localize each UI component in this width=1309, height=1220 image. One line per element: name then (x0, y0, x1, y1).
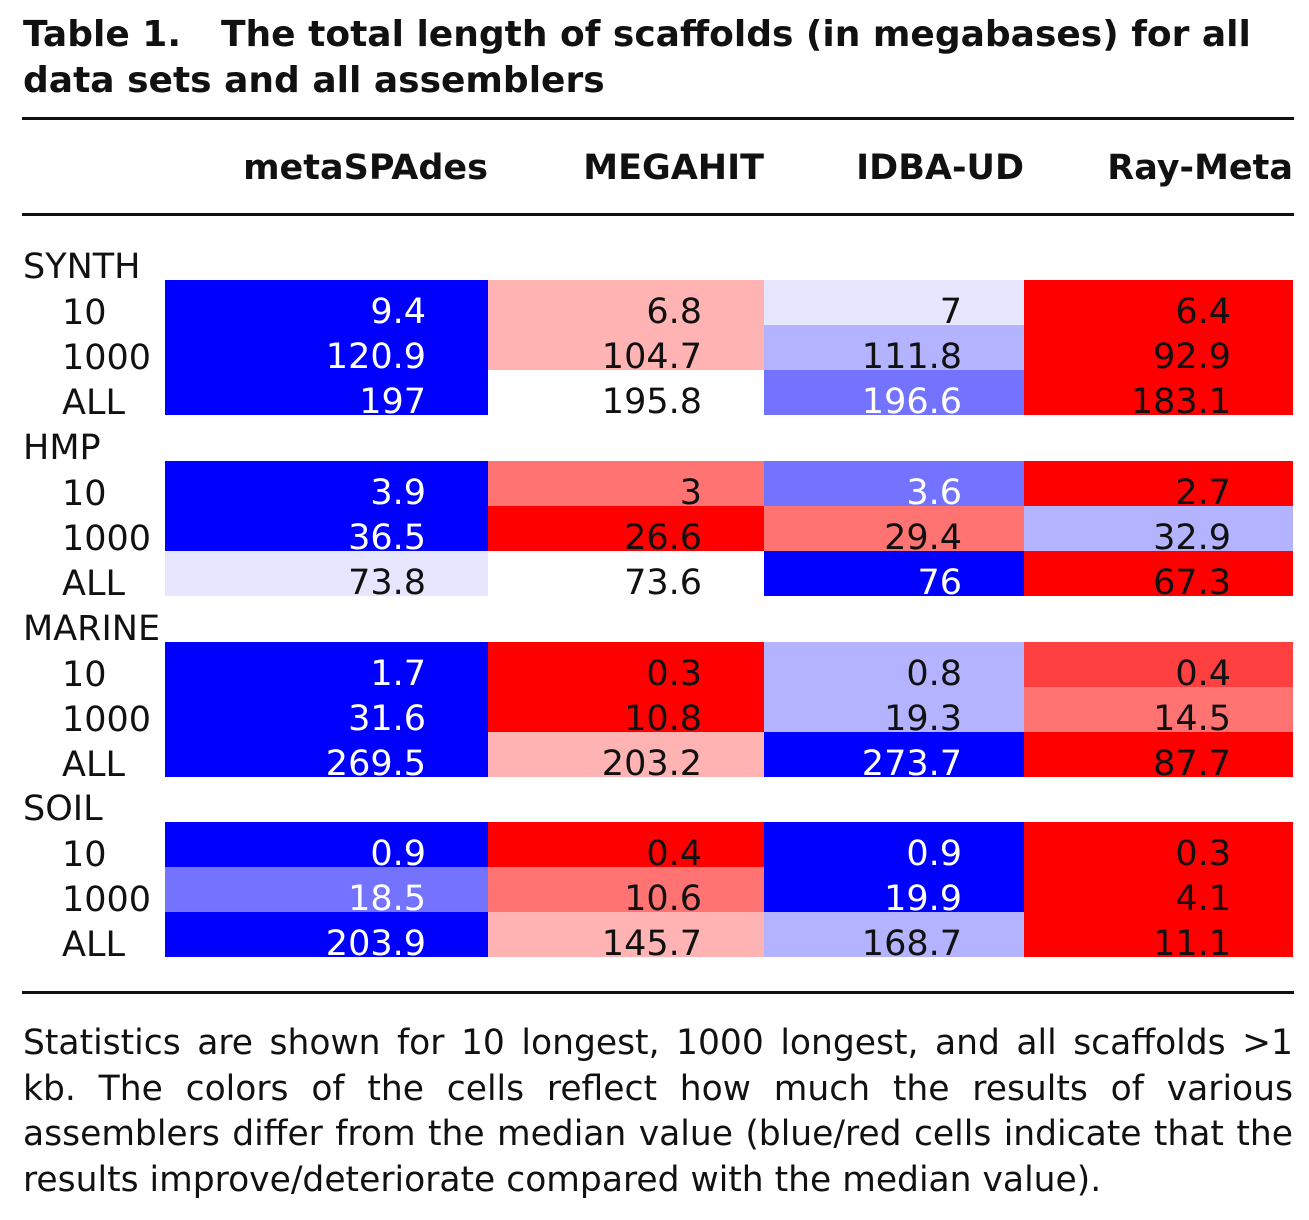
table-cell-idba-ud: 76 (764, 551, 1024, 596)
table-cell-megahit: 0.4 (488, 822, 764, 867)
table-cell-idba-ud: 111.8 (764, 325, 1024, 370)
table-cell-idba-ud: 19.9 (764, 867, 1024, 912)
table-cell-idba-ud: 7 (764, 280, 1024, 325)
group-label-soil: SOIL (23, 789, 103, 829)
table-cell-ray-meta: 67.3 (1024, 551, 1293, 596)
row-label: 10 (62, 655, 107, 695)
table-cell-metaspades: 203.9 (165, 912, 488, 957)
table-cell-megahit: 145.7 (488, 912, 764, 957)
table-footnote: Statistics are shown for 10 longest, 100… (23, 1023, 1293, 1200)
table-title: The total length of scaffolds (in megaba… (23, 14, 1251, 101)
table-cell-metaspades: 0.9 (165, 822, 488, 867)
table-cell-idba-ud: 196.6 (764, 370, 1024, 415)
table-cell-metaspades: 9.4 (165, 280, 488, 325)
table-cell-idba-ud: 3.6 (764, 461, 1024, 506)
row-label: 1000 (62, 700, 152, 740)
table-cell-idba-ud: 273.7 (764, 732, 1024, 777)
table-cell-megahit: 195.8 (488, 370, 764, 415)
table-cell-ray-meta: 87.7 (1024, 732, 1293, 777)
table-cell-megahit: 10.8 (488, 687, 764, 732)
table-cell-metaspades: 120.9 (165, 325, 488, 370)
table-cell-metaspades: 18.5 (165, 867, 488, 912)
table-cell-ray-meta: 32.9 (1024, 506, 1293, 551)
column-header-idba-ud: IDBA-UD (856, 148, 1024, 188)
table-caption: Table 1. The total length of scaffolds (i… (23, 12, 1298, 104)
row-label: 1000 (62, 880, 152, 920)
table-cell-idba-ud: 29.4 (764, 506, 1024, 551)
table-cell-megahit: 104.7 (488, 325, 764, 370)
table-cell-ray-meta: 6.4 (1024, 280, 1293, 325)
row-label: ALL (62, 383, 125, 423)
table-cell-ray-meta: 0.3 (1024, 822, 1293, 867)
column-header-megahit: MEGAHIT (583, 148, 764, 188)
header-rule (22, 213, 1294, 216)
table-cell-megahit: 73.6 (488, 551, 764, 596)
table-cell-metaspades: 269.5 (165, 732, 488, 777)
row-label: 10 (62, 835, 107, 875)
table-cell-metaspades: 73.8 (165, 551, 488, 596)
row-label: ALL (62, 564, 125, 604)
table-cell-metaspades: 1.7 (165, 642, 488, 687)
table-cell-megahit: 3 (488, 461, 764, 506)
group-label-hmp: HMP (23, 428, 101, 468)
table-cell-metaspades: 36.5 (165, 506, 488, 551)
group-label-synth: SYNTH (23, 247, 141, 287)
table-cell-ray-meta: 183.1 (1024, 370, 1293, 415)
row-label: 1000 (62, 519, 152, 559)
table-cell-megahit: 10.6 (488, 867, 764, 912)
table-cell-idba-ud: 0.9 (764, 822, 1024, 867)
table-cell-ray-meta: 11.1 (1024, 912, 1293, 957)
table-number: Table 1. (23, 14, 181, 55)
table-cell-ray-meta: 14.5 (1024, 687, 1293, 732)
row-label: 10 (62, 474, 107, 514)
table-cell-ray-meta: 4.1 (1024, 867, 1293, 912)
table-cell-idba-ud: 19.3 (764, 687, 1024, 732)
row-label: 10 (62, 293, 107, 333)
row-label: 1000 (62, 338, 152, 378)
bottom-rule (22, 991, 1294, 994)
column-header-metaspades: metaSPAdes (243, 148, 488, 188)
table-cell-ray-meta: 0.4 (1024, 642, 1293, 687)
top-rule (22, 117, 1294, 120)
group-label-marine: MARINE (23, 609, 161, 649)
row-label: ALL (62, 925, 125, 965)
table-cell-megahit: 26.6 (488, 506, 764, 551)
table-cell-metaspades: 3.9 (165, 461, 488, 506)
table-cell-ray-meta: 2.7 (1024, 461, 1293, 506)
table-cell-idba-ud: 0.8 (764, 642, 1024, 687)
row-label: ALL (62, 745, 125, 785)
table-cell-ray-meta: 92.9 (1024, 325, 1293, 370)
table-cell-idba-ud: 168.7 (764, 912, 1024, 957)
column-header-ray-meta: Ray-Meta (1107, 148, 1293, 188)
table-cell-metaspades: 31.6 (165, 687, 488, 732)
table-cell-megahit: 203.2 (488, 732, 764, 777)
table-cell-metaspades: 197 (165, 370, 488, 415)
table-cell-megahit: 0.3 (488, 642, 764, 687)
table-cell-megahit: 6.8 (488, 280, 764, 325)
